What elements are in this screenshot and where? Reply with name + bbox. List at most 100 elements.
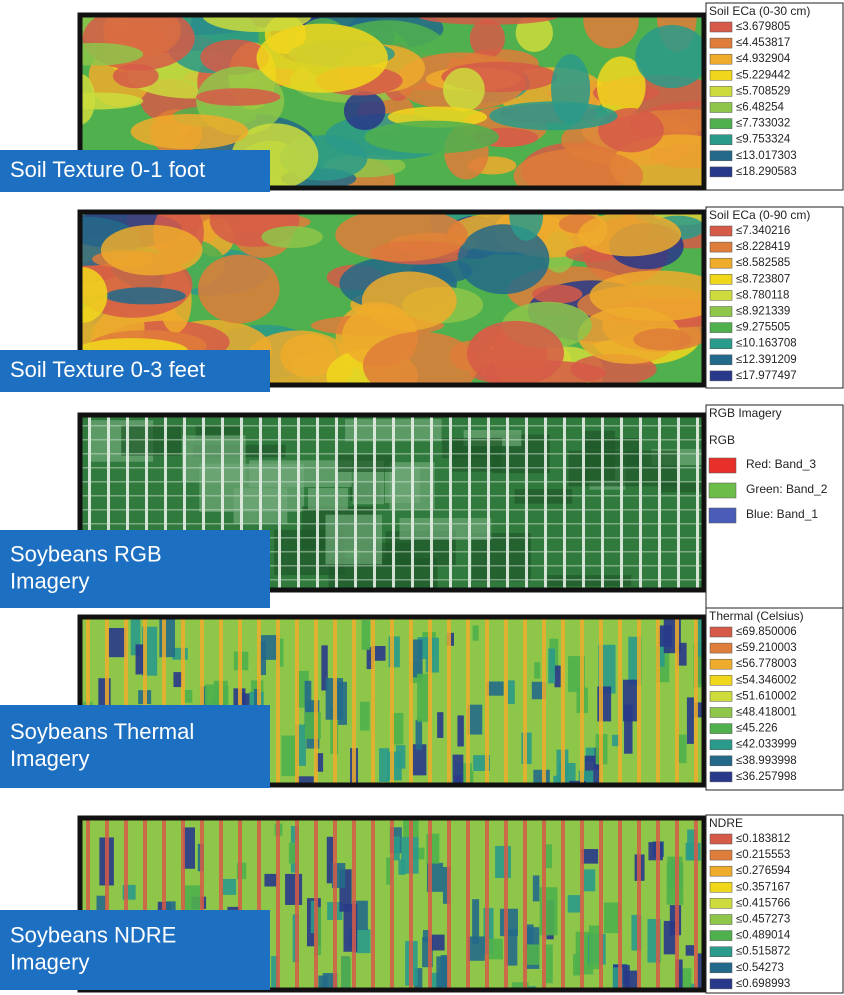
map-patch [387, 752, 402, 781]
crop-row [352, 818, 356, 990]
crop-row [599, 818, 603, 990]
legend-swatch [710, 772, 732, 782]
figure: Soil ECa (0-30 cm) ≤3.679805 ≤4.453817 ≤4.9… [0, 0, 844, 995]
crop-row [656, 818, 660, 990]
map-patch [53, 93, 143, 110]
legend: Soil ECa (0-30 cm) ≤3.679805 ≤4.453817 ≤4.9… [706, 3, 843, 190]
legend-label: ≤0.415766 [736, 897, 790, 909]
map-patch [264, 874, 276, 887]
legend-label: ≤5.229442 [736, 69, 790, 81]
map-patch [196, 88, 280, 106]
panel-label: Soil Texture 0-1 foot [10, 157, 205, 182]
map-patch [437, 712, 443, 738]
legend-label: ≤0.515872 [736, 946, 790, 958]
legend-label: Red: Band_3 [746, 457, 816, 471]
legend-swatch [710, 979, 732, 989]
legend-label: ≤9.753324 [736, 134, 791, 146]
map-patch [431, 935, 445, 951]
legend-swatch [710, 898, 732, 908]
legend-swatch [710, 708, 732, 718]
legend-label: ≤0.183812 [736, 833, 790, 845]
crop-row [333, 617, 337, 785]
map-patch [546, 575, 632, 586]
map-patch [509, 189, 543, 241]
map-patch [633, 328, 691, 350]
panel-label: Soybeans NDRE [10, 922, 176, 947]
legend-label: ≤3.679805 [736, 21, 790, 33]
legend-swatch [710, 355, 732, 365]
crop-row [297, 415, 300, 590]
legend-title: RGB Imagery [709, 406, 782, 420]
crop-row [390, 617, 394, 785]
legend: RGB ImageryRGBRed: Band_3Green: Band_2Bl… [706, 405, 843, 610]
map-patch [686, 945, 694, 956]
legend-swatch [710, 54, 732, 64]
legend-swatch [710, 915, 732, 925]
legend-swatch [710, 643, 732, 653]
legend-label: ≤0.215553 [736, 849, 790, 861]
crop-row [694, 617, 698, 785]
legend-swatch [710, 167, 732, 177]
map-patch [473, 626, 479, 641]
map-patch [443, 68, 485, 112]
map-patch [360, 702, 370, 731]
crop-row [487, 415, 490, 590]
crop-row [658, 415, 661, 590]
crop-row [449, 415, 452, 590]
crop-row [316, 415, 319, 590]
crop-row [430, 415, 433, 590]
map-patch [261, 226, 322, 248]
legend-swatch [710, 38, 732, 48]
legend-label: ≤9.275505 [736, 322, 790, 334]
map-patch [687, 697, 694, 743]
map-patch [678, 735, 686, 764]
map-patch [183, 827, 195, 868]
crop-row [542, 818, 546, 990]
legend-swatch [710, 850, 732, 860]
crop-row [447, 818, 451, 990]
legend-label: ≤38.993998 [736, 755, 797, 767]
map-patch [344, 91, 386, 130]
legend-title: Soil ECa (0-30 cm) [709, 4, 810, 18]
legend-label: ≤4.932904 [736, 53, 791, 65]
map-patch [635, 25, 709, 88]
crop-row [637, 617, 641, 785]
legend-label: ≤18.290583 [736, 166, 797, 178]
legend-swatch [710, 226, 732, 236]
crop-row [80, 509, 704, 511]
crop-row [639, 415, 642, 590]
legend-label: ≤56.778003 [736, 658, 797, 670]
map-patch [659, 625, 672, 646]
legend-label: ≤10.163708 [736, 338, 797, 350]
legend-swatch [710, 724, 732, 734]
map-patch [281, 736, 297, 777]
legend-label: ≤0.698993 [736, 978, 790, 990]
crop-row [542, 617, 546, 785]
map-patch [159, 619, 175, 657]
crop-row [447, 617, 451, 785]
panel-label: Soybeans RGB [10, 541, 162, 566]
legend-label: ≤7.340216 [736, 225, 790, 237]
legend-label: ≤8.921339 [736, 306, 790, 318]
crop-row [637, 818, 641, 990]
map-patch [285, 874, 302, 905]
map-patch [578, 212, 681, 256]
map-patch [686, 843, 701, 861]
map-patch [514, 149, 644, 204]
legend-label: ≤59.210003 [736, 642, 797, 654]
legend-label: ≤12.391209 [736, 354, 797, 366]
crop-row [314, 818, 318, 990]
map-patch [46, 43, 143, 66]
map-patch [468, 936, 485, 960]
crop-row [428, 818, 432, 990]
map-patch [489, 101, 617, 130]
legend-label: ≤69.850006 [736, 626, 797, 638]
map-patch [305, 712, 321, 739]
legend-label: ≤4.453817 [736, 37, 790, 49]
panel-label: Imagery [10, 949, 89, 974]
map-patch [648, 842, 662, 860]
crop-row [504, 617, 508, 785]
legend-label: Green: Band_2 [746, 482, 828, 496]
legend-label: ≤36.257998 [736, 771, 797, 783]
legend-swatch [710, 371, 732, 381]
